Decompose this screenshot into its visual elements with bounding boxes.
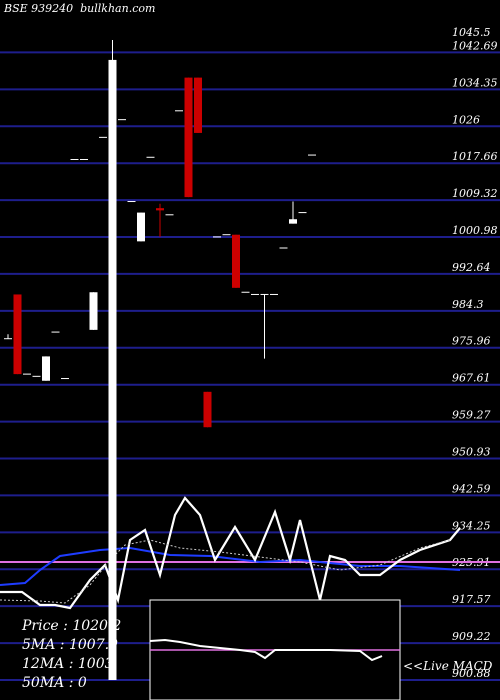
indicator-panel [0, 496, 500, 610]
y-tick-label: 1017.66 [452, 150, 498, 163]
y-tick-label: 984.3 [452, 298, 484, 311]
y-tick-label: 917.57 [452, 593, 491, 606]
y-tick-label: 942.59 [452, 482, 491, 495]
candle-body [13, 294, 22, 375]
candle-body [108, 59, 117, 681]
candle-body [289, 219, 297, 224]
candle-body [89, 292, 98, 330]
ma12-stat: 12MA : 1003 [22, 656, 114, 672]
y-tick-label: 1026 [452, 113, 480, 126]
y-tick-label: 1045.5 [452, 26, 491, 39]
chart-title: BSE 939240 bullkhan.com [4, 2, 155, 15]
candle-body [156, 208, 164, 211]
ma50-stat: 50MA : 0 [22, 675, 87, 691]
y-tick-label: 909.22 [452, 630, 491, 643]
chart-title-text: BSE 939240 [4, 2, 74, 15]
y-tick-label: 934.25 [452, 519, 491, 532]
y-tick-label: 1034.35 [452, 76, 498, 89]
y-tick-label: 992.64 [452, 261, 491, 274]
indicator-line [0, 496, 461, 610]
y-tick-label: 900.88 [452, 667, 491, 680]
ma5-stat: 5MA : 1007.9 [22, 637, 118, 653]
macd-line [149, 638, 383, 662]
y-tick-label: 1000.98 [452, 224, 498, 237]
candle-body [137, 212, 145, 242]
y-tick-label: 959.27 [452, 409, 491, 422]
candle-body [232, 234, 240, 288]
macd-panel [149, 599, 401, 700]
ma-short-line [0, 546, 461, 586]
ma-long-line [0, 539, 451, 604]
y-tick-label: 1042.69 [452, 39, 498, 52]
candle-body [203, 391, 212, 428]
candle-body [184, 77, 193, 198]
site-name: bullkhan.com [80, 2, 156, 15]
candle-body [42, 356, 50, 381]
y-tick-label: 1009.32 [452, 187, 498, 200]
y-tick-label: 950.93 [452, 446, 491, 459]
y-tick-label: 967.61 [452, 372, 491, 385]
candles [4, 40, 316, 681]
y-tick-label: 975.96 [452, 335, 491, 348]
macd-label: <<Live MACD [403, 659, 493, 673]
price-stat: Price : 1020.2 [22, 618, 122, 634]
stats-panel: Price : 1020.2 5MA : 1007.9 12MA : 1003 … [22, 617, 132, 693]
candle-body [194, 77, 202, 133]
